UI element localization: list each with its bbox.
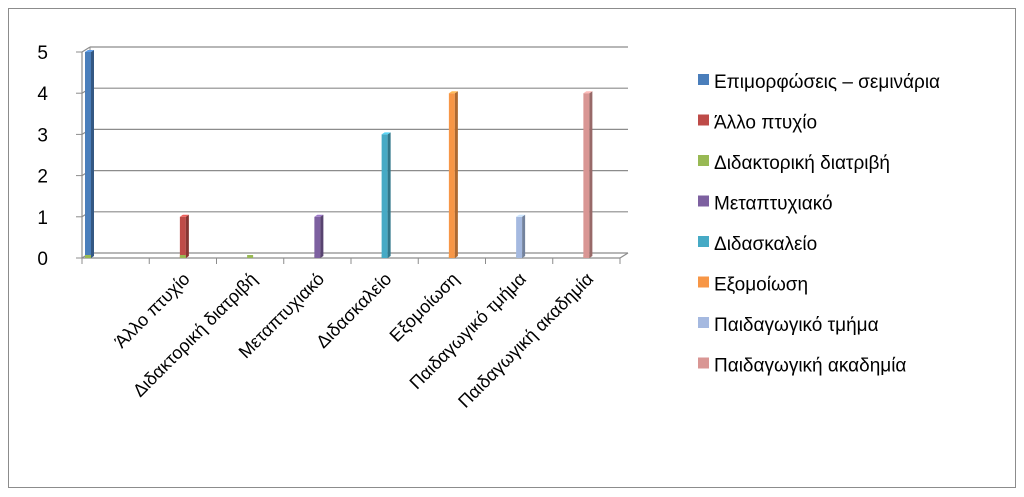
bar-front (448, 93, 455, 258)
bar-top (583, 91, 593, 94)
bar-side (185, 214, 189, 258)
bar-front (314, 216, 321, 258)
legend-item: Παιδαγωγικό τμήμα (698, 315, 879, 336)
x-tick-label: Παιδαγωγικό τμήμα (406, 269, 530, 393)
bar-front (381, 134, 388, 258)
y-tick-label: 5 (37, 43, 48, 64)
y-tick-label: 1 (37, 208, 48, 229)
bar-side (522, 214, 526, 258)
bar (516, 214, 526, 258)
y-tick-label: 0 (37, 249, 48, 270)
legend-label: Διδασκαλείο (714, 234, 817, 255)
bar-top (179, 214, 189, 217)
bar-top (516, 214, 526, 217)
bar-side (320, 214, 324, 258)
x-tick-label: Παιδαγωγική ακαδημία (454, 269, 597, 412)
legend: Επιμορφώσεις – σεμινάρια Άλλο πτυχίο Διδακ… (698, 72, 940, 377)
bar (314, 214, 324, 258)
bar-top (448, 91, 458, 94)
bar-side (387, 132, 391, 258)
legend-label: Επιμορφώσεις – σεμινάρια (714, 72, 940, 93)
legend-label: Παιδαγωγική ακαδημία (714, 356, 906, 377)
bar-side (589, 91, 593, 258)
legend-swatch (698, 236, 709, 247)
bar-front (516, 216, 523, 258)
bar-front (583, 93, 590, 258)
bar-front (85, 52, 91, 258)
legend-label: Μεταπτυχιακό (714, 194, 833, 215)
bar (583, 91, 593, 258)
y-tick-label: 4 (37, 84, 48, 105)
bar-top (381, 132, 391, 135)
legend-item: Εξομοίωση (698, 275, 808, 296)
legend-swatch (698, 195, 709, 207)
legend-swatch (698, 357, 709, 369)
bar-front (179, 216, 186, 258)
bar-front (179, 255, 186, 258)
x-tick-label: Διδακτορική διατριβή (129, 269, 261, 401)
bar-front (85, 255, 91, 258)
bar-side (454, 91, 458, 258)
y-tick-label: 3 (37, 125, 48, 146)
gridlines (81, 46, 628, 259)
y-axis-ticks: 0 1 2 3 4 5 (37, 43, 48, 270)
bar-front (247, 255, 254, 258)
axes (76, 47, 629, 264)
legend-swatch (698, 317, 709, 328)
bar-top (85, 50, 94, 52)
legend-label: Διδακτορική διατριβή (714, 153, 890, 174)
bar (179, 214, 189, 258)
bar (179, 255, 186, 258)
y-tick-label: 2 (37, 167, 48, 188)
legend-item: Διδακτορική διατριβή (698, 153, 890, 174)
legend-item: Επιμορφώσεις – σεμινάρια (698, 72, 940, 93)
bar-top (314, 214, 324, 217)
legend-item: Διδασκαλείο (698, 234, 817, 255)
bar (85, 50, 94, 258)
bar (85, 255, 91, 258)
legend-label: Παιδαγωγικό τμήμα (714, 315, 879, 336)
legend-swatch (698, 276, 709, 288)
bar-side (91, 50, 94, 258)
legend-swatch (698, 114, 709, 126)
bar (381, 132, 391, 258)
legend-label: Εξομοίωση (714, 275, 808, 296)
legend-swatch (698, 74, 709, 85)
legend-swatch (698, 155, 709, 166)
gridline-side (81, 46, 91, 53)
bars (85, 50, 593, 258)
legend-item: Άλλο πτυχίο (698, 113, 817, 134)
bar (448, 91, 458, 258)
legend-item: Παιδαγωγική ακαδημία (698, 356, 906, 377)
legend-item: Μεταπτυχιακό (698, 194, 833, 215)
bar (247, 255, 254, 258)
legend-label: Άλλο πτυχίο (714, 113, 817, 134)
floor-edge (619, 252, 629, 259)
